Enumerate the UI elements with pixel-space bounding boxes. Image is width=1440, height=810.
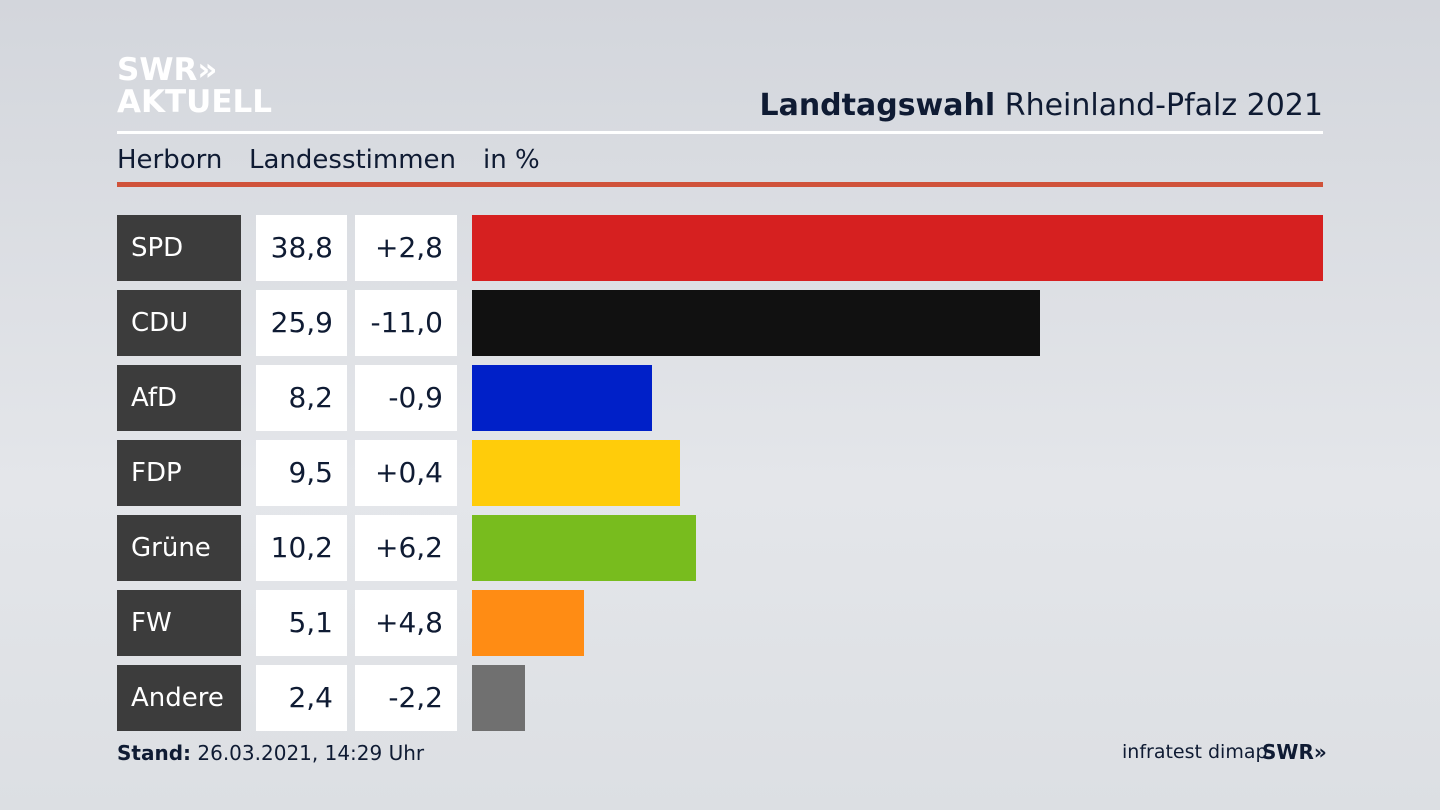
- diff-label: +4,8: [355, 590, 457, 656]
- value-label: 38,8: [256, 215, 347, 281]
- divider-white: [117, 131, 1323, 134]
- bar-row: Grüne 10,2 +6,2: [0, 515, 1440, 581]
- bar-row: CDU 25,9 -11,0: [0, 290, 1440, 356]
- bar-row: FW 5,1 +4,8: [0, 590, 1440, 656]
- divider-red: [117, 182, 1323, 187]
- title-rest: Rheinland-Pfalz 2021: [1004, 88, 1323, 123]
- bar: [472, 665, 525, 731]
- source-label: infratest dimap: [1122, 741, 1268, 763]
- value-label: 10,2: [256, 515, 347, 581]
- party-label: SPD: [117, 215, 241, 281]
- party-label: Grüne: [117, 515, 241, 581]
- diff-label: -2,2: [355, 665, 457, 731]
- diff-label: -0,9: [355, 365, 457, 431]
- bar: [472, 290, 1041, 356]
- bar: [472, 590, 584, 656]
- title-bold: Landtagswahl: [759, 88, 996, 123]
- place-label: Herborn: [117, 145, 223, 175]
- page-title: Landtagswahl Rheinland-Pfalz 2021: [759, 88, 1323, 123]
- swr-aktuell-logo: SWR» AKTUELL: [117, 54, 272, 118]
- value-label: 8,2: [256, 365, 347, 431]
- vote-type-label: Landesstimmen: [249, 145, 457, 175]
- swr-logo: SWR»: [1262, 740, 1327, 764]
- party-label: FDP: [117, 440, 241, 506]
- party-label: AfD: [117, 365, 241, 431]
- diff-label: +6,2: [355, 515, 457, 581]
- diff-label: -11,0: [355, 290, 457, 356]
- logo-line2: AKTUELL: [117, 84, 273, 120]
- value-label: 5,1: [256, 590, 347, 656]
- bar: [472, 440, 681, 506]
- party-label: CDU: [117, 290, 241, 356]
- party-label: Andere: [117, 665, 241, 731]
- logo-line1: SWR»: [117, 52, 218, 88]
- bar-row: FDP 9,5 +0,4: [0, 440, 1440, 506]
- timestamp: Stand: 26.03.2021, 14:29 Uhr: [117, 741, 424, 765]
- bar: [472, 515, 696, 581]
- bar-row: AfD 8,2 -0,9: [0, 365, 1440, 431]
- bar-row: Andere 2,4 -2,2: [0, 665, 1440, 731]
- party-label: FW: [117, 590, 241, 656]
- stand-label: Stand:: [117, 741, 192, 765]
- bar: [472, 365, 652, 431]
- value-label: 25,9: [256, 290, 347, 356]
- diff-label: +2,8: [355, 215, 457, 281]
- unit-label: in %: [483, 145, 540, 175]
- bar-row: SPD 38,8 +2,8: [0, 215, 1440, 281]
- diff-label: +0,4: [355, 440, 457, 506]
- value-label: 2,4: [256, 665, 347, 731]
- bar: [472, 215, 1323, 281]
- stand-value: 26.03.2021, 14:29 Uhr: [197, 741, 425, 765]
- value-label: 9,5: [256, 440, 347, 506]
